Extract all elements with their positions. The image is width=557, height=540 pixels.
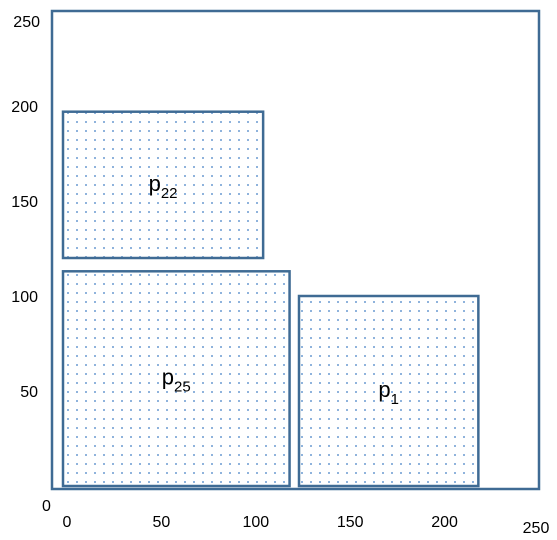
x-tick-label: 100 <box>242 514 269 531</box>
rect-p1-label: p1 <box>378 377 399 408</box>
rect-p1-outline <box>297 294 480 488</box>
rect-p22: p22 <box>61 110 265 260</box>
y-tick-label: 50 <box>20 384 38 401</box>
x-tick-label: 0 <box>63 514 72 531</box>
rect-p1: p1 <box>297 294 480 488</box>
x-tick-label: 200 <box>431 514 458 531</box>
rect-p25: p25 <box>61 270 291 488</box>
rect-p22-label-base: p <box>149 171 161 196</box>
rect-p1-label-sub: 1 <box>391 391 399 408</box>
x-tick-label: 250 <box>523 520 550 537</box>
rect-p25-outline <box>61 270 291 488</box>
rect-p25-label-sub: 25 <box>174 379 191 396</box>
tick-labels: 0 0 50 100 150 200 250 50 100 150 200 250 <box>11 14 549 537</box>
rect-p22-label: p22 <box>149 171 178 202</box>
rect-p25-label: p25 <box>162 365 191 396</box>
rect-p1-label-base: p <box>378 377 390 402</box>
rect-p22-label-sub: 22 <box>161 185 178 202</box>
rect-p1-dot-fill <box>299 296 479 486</box>
container-outline <box>50 9 541 491</box>
rect-p25-label-base: p <box>162 365 174 390</box>
x-tick-label: 50 <box>153 514 171 531</box>
rect-p22-outline <box>61 110 265 260</box>
y-tick-label: 150 <box>11 194 38 211</box>
y-tick-label: 250 <box>13 14 40 31</box>
y-tick-label: 100 <box>11 289 38 306</box>
x-tick-label: 150 <box>337 514 364 531</box>
y-tick-label: 200 <box>11 99 38 116</box>
origin-label: 0 <box>42 498 51 515</box>
rect-p25-dot-fill <box>63 271 290 486</box>
rect-p22-dot-fill <box>63 111 264 258</box>
